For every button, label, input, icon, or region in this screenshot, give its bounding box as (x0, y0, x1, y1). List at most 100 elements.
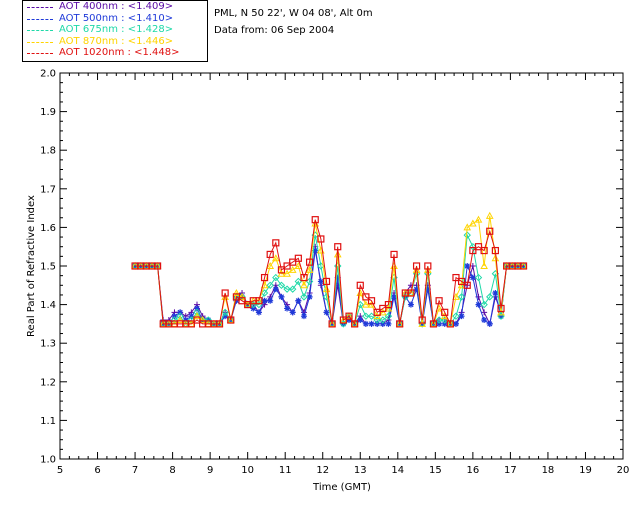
data-point (277, 269, 286, 277)
data-point (272, 239, 280, 247)
data-point (396, 320, 404, 328)
data-point (188, 313, 195, 320)
data-point (469, 246, 477, 255)
data-point (334, 274, 341, 281)
data-point (452, 320, 459, 327)
data-point (312, 247, 319, 254)
data-point (305, 258, 314, 266)
data-point (418, 319, 427, 327)
data-point (384, 301, 393, 309)
data-point (384, 304, 393, 312)
y-tick-label: 1.2 (40, 377, 56, 388)
data-point (519, 262, 528, 270)
legend-swatch (27, 41, 53, 43)
legend-label: AOT 500nm : <1.410> (59, 12, 174, 24)
data-point (294, 254, 302, 262)
data-point (469, 219, 477, 227)
data-point (345, 312, 353, 320)
data-point (306, 293, 313, 300)
legend-swatch (27, 53, 53, 54)
data-point (322, 277, 331, 286)
legend-item: AOT 500nm : <1.410> (23, 13, 207, 25)
legend-swatch (27, 30, 53, 31)
data-point (333, 250, 342, 258)
legend-item: AOT 400nm : <1.409> (23, 1, 207, 13)
data-point (295, 297, 302, 304)
y-tick-label: 1.0 (40, 455, 56, 466)
data-point (266, 281, 274, 290)
data-point (300, 293, 308, 301)
data-point (357, 317, 364, 324)
data-point (267, 297, 274, 304)
site-info: PML, N 50 22', W 04 08', Alt 0m (214, 8, 373, 19)
data-point (379, 304, 387, 313)
data-point (373, 308, 381, 316)
x-tick-label: 11 (279, 465, 292, 476)
data-point (429, 320, 438, 328)
y-axis-label: Real Part of Refractive Index (26, 195, 37, 337)
data-point (233, 297, 240, 304)
data-point (238, 297, 246, 305)
data-point (362, 300, 370, 308)
data-point (177, 309, 184, 316)
x-tick-label: 12 (316, 465, 329, 476)
y-tick-label: 1.3 (40, 339, 56, 350)
y-tick-label: 1.1 (40, 416, 56, 427)
data-point (244, 301, 252, 309)
data-point (238, 292, 246, 300)
legend-label: AOT 400nm : <1.409> (59, 1, 174, 12)
data-point (266, 261, 275, 269)
data-point (323, 309, 330, 316)
data-point (334, 243, 342, 251)
data-point (250, 305, 257, 312)
x-tick-label: 14 (391, 465, 404, 476)
data-point (222, 313, 229, 320)
x-tick-label: 5 (57, 465, 63, 476)
data-point (491, 254, 500, 262)
data-point (497, 308, 505, 316)
x-tick-label: 18 (542, 465, 555, 476)
data-point (153, 262, 162, 270)
data-point (424, 286, 431, 293)
data-point (334, 262, 342, 270)
data-point (288, 285, 297, 293)
date-info: Data from: 06 Sep 2004 (214, 25, 335, 36)
data-point (305, 277, 314, 286)
data-point (475, 301, 482, 308)
x-axis-label: Time (GMT) (312, 482, 371, 493)
x-tick-label: 19 (579, 465, 592, 476)
data-point (300, 273, 308, 282)
data-point (221, 308, 229, 317)
data-point (441, 308, 449, 316)
data-point (379, 320, 386, 327)
data-point (221, 289, 229, 297)
data-point (486, 320, 493, 327)
data-point (367, 297, 376, 305)
x-tick-label: 10 (241, 465, 254, 476)
data-point (317, 235, 325, 243)
data-point (457, 281, 466, 289)
x-tick-label: 15 (429, 465, 442, 476)
axes: 5 6 7 8 9 10 11 12 13 14 15 16 17 18 19 20 1.0 1.1 1.2 1.3 1… (40, 69, 629, 477)
y-tick-label: 1.5 (40, 262, 56, 273)
data-point (193, 308, 201, 317)
x-tick-label: 7 (132, 465, 138, 476)
data-point (311, 216, 319, 224)
data-point (227, 316, 235, 324)
data-point (486, 293, 494, 301)
data-point (193, 305, 200, 312)
data-point (277, 266, 286, 274)
data-point (474, 273, 483, 282)
data-point (346, 317, 353, 324)
data-point (339, 316, 347, 324)
legend-item: AOT 870nm : <1.446> (23, 36, 207, 48)
data-point (486, 227, 494, 235)
data-point (171, 313, 178, 320)
data-point (367, 312, 376, 320)
data-point (469, 274, 476, 281)
data-point (412, 262, 421, 270)
data-point (424, 262, 432, 270)
legend-label: AOT 870nm : <1.446> (59, 35, 174, 47)
data-point (374, 320, 381, 327)
series-line (135, 215, 524, 326)
